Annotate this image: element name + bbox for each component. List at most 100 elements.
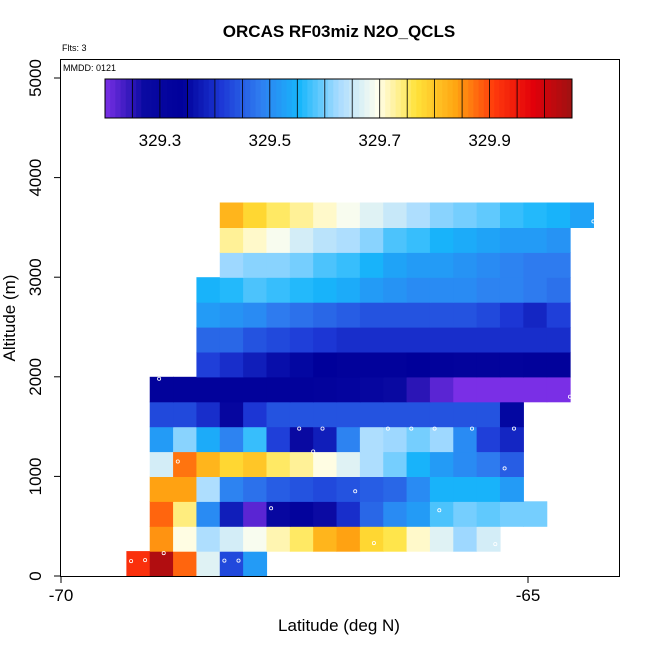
heatmap-cell	[406, 327, 431, 353]
colorbar-segment	[182, 79, 189, 118]
heatmap-cell	[383, 277, 408, 303]
colorbar-segment	[442, 79, 448, 118]
heatmap-cell	[266, 426, 291, 453]
colorbar-segment	[188, 79, 194, 118]
heatmap-cell	[289, 327, 314, 353]
heatmap-cell	[266, 227, 291, 253]
heatmap-cell	[336, 302, 361, 328]
heatmap-cell	[429, 501, 454, 527]
heatmap-cell	[499, 202, 524, 228]
heatmap-cell	[266, 302, 291, 328]
colorbar-segment	[219, 79, 225, 118]
heatmap-cell	[289, 351, 314, 378]
heatmap-cell	[289, 526, 314, 552]
sample-point	[493, 542, 498, 547]
heatmap-cell	[476, 401, 501, 428]
heatmap-cells	[126, 202, 594, 577]
heatmap-cell	[266, 476, 291, 502]
heatmap-cell	[196, 551, 221, 577]
heatmap-cell	[266, 277, 291, 303]
heatmap-cell	[336, 327, 361, 353]
colorbar-segment	[177, 79, 184, 118]
colorbar-segment	[151, 79, 158, 118]
heatmap-cell	[499, 277, 524, 303]
heatmap-cell	[499, 426, 524, 453]
sample-point	[437, 508, 442, 513]
heatmap-cell	[243, 526, 268, 552]
heatmap-cell	[383, 476, 408, 502]
heatmap-cell	[289, 202, 314, 228]
colorbar-segment	[437, 79, 443, 118]
colorbar-segment	[115, 79, 122, 118]
heatmap-cell	[383, 501, 408, 527]
heatmap-cell	[523, 351, 548, 378]
sample-point	[385, 426, 390, 431]
heatmap-cell	[406, 376, 431, 403]
heatmap-cell	[453, 302, 478, 328]
heatmap-cell	[313, 351, 338, 378]
heatmap-cell	[336, 277, 361, 303]
heatmap-cell	[336, 252, 361, 278]
heatmap-cell	[289, 401, 314, 428]
colorbar-segment	[271, 79, 277, 118]
colorbar-segment	[499, 79, 506, 118]
colorbar-segment	[125, 79, 132, 118]
sample-point	[591, 219, 596, 224]
y-tick-label: 0	[26, 571, 45, 580]
heatmap-cell	[429, 376, 454, 403]
heatmap-cell	[266, 526, 291, 552]
heatmap-cell	[383, 426, 408, 453]
heatmap-cell	[219, 551, 244, 577]
colorbar-segment	[416, 79, 423, 118]
heatmap-cell	[406, 501, 431, 527]
heatmap-cell	[243, 302, 268, 328]
colorbar-segment	[105, 79, 111, 118]
heatmap-cell	[313, 302, 338, 328]
y-tick-label: 2000	[26, 358, 45, 396]
heatmap-cell	[499, 351, 524, 378]
heatmap-cell	[523, 202, 548, 228]
heatmap-cell	[243, 252, 268, 278]
heatmap-cell	[383, 227, 408, 253]
colorbar-segment	[162, 79, 168, 118]
heatmap-cell	[359, 277, 384, 303]
colorbar-segment	[338, 79, 345, 118]
heatmap-cell	[453, 526, 478, 552]
heatmap-cell	[429, 252, 454, 278]
colorbar-segment	[281, 79, 288, 118]
sample-point	[199, 202, 204, 207]
heatmap-cell	[406, 526, 431, 552]
heatmap-cell	[196, 501, 221, 527]
heatmap-cell	[196, 327, 221, 353]
heatmap-cell	[336, 426, 361, 453]
heatmap-cell	[313, 526, 338, 552]
heatmap-cell	[359, 202, 384, 228]
colorbar-segment	[146, 79, 153, 118]
sample-point	[409, 426, 414, 431]
heatmap-cell	[336, 526, 361, 552]
x-tick-label: -70	[49, 586, 74, 605]
colorbar-segment	[354, 79, 360, 118]
heatmap-cell	[289, 451, 314, 477]
heatmap-cell	[196, 476, 221, 502]
heatmap-cell	[313, 327, 338, 353]
heatmap-cell	[359, 227, 384, 253]
heatmap-cell	[476, 451, 501, 477]
heatmap-cell	[336, 501, 361, 527]
colorbar-segment	[110, 79, 116, 118]
colorbar-segment	[364, 79, 371, 118]
heatmap-cell	[523, 327, 548, 353]
y-tick-label: 5000	[26, 59, 45, 97]
heatmap-cell	[499, 401, 524, 428]
heatmap-cell	[196, 526, 221, 552]
heatmap-cell	[429, 227, 454, 253]
heatmap-cell	[149, 426, 174, 453]
sample-point	[269, 506, 274, 511]
colorbar	[104, 78, 573, 119]
sample-point	[586, 307, 591, 312]
heatmap-cell	[476, 202, 501, 228]
heatmap-cell	[243, 227, 268, 253]
heatmap-cell	[173, 376, 198, 403]
heatmap-cell	[453, 351, 478, 378]
